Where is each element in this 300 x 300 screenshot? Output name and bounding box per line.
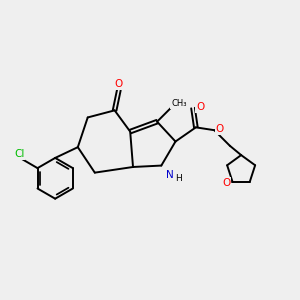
Text: H: H xyxy=(176,174,182,183)
Text: O: O xyxy=(222,178,230,188)
Text: O: O xyxy=(216,124,224,134)
Text: CH₃: CH₃ xyxy=(171,99,187,108)
Text: O: O xyxy=(196,102,204,112)
Text: Cl: Cl xyxy=(14,149,24,159)
Text: N: N xyxy=(166,169,174,180)
Text: O: O xyxy=(115,79,123,89)
